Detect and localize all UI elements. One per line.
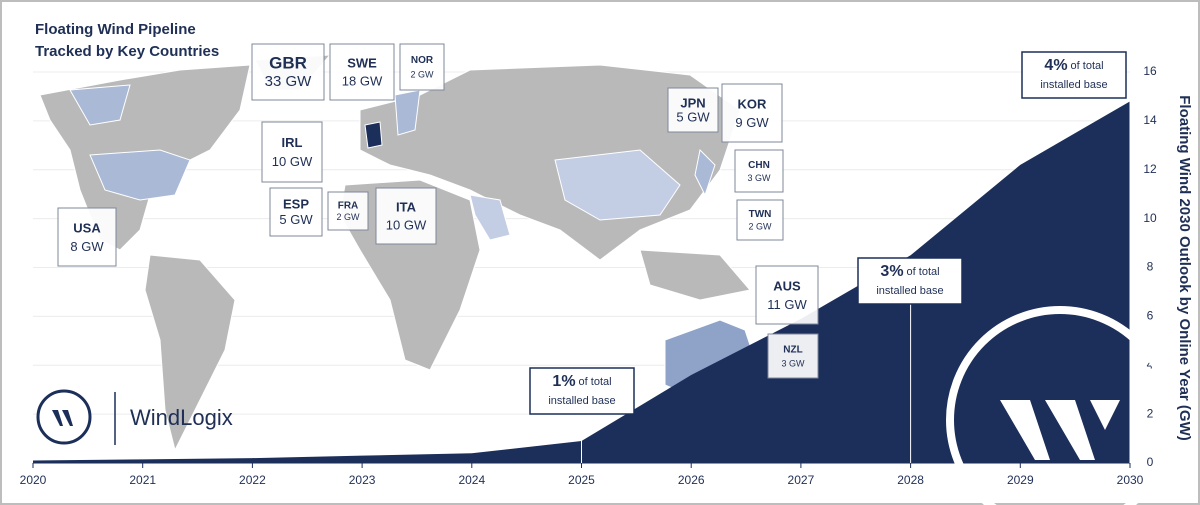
x-tick-label: 2023 (349, 473, 376, 487)
country-capacity: 3 GW (781, 358, 805, 368)
x-tick-label: 2027 (788, 473, 815, 487)
country-box (767, 333, 819, 379)
brand-logo: WindLogix (36, 389, 233, 445)
area (33, 101, 1130, 463)
x-tick-label: 2024 (458, 473, 485, 487)
x-tick-label: 2029 (1007, 473, 1034, 487)
country-code: NZL (783, 344, 802, 355)
annotation-text: of total (907, 266, 940, 278)
country-code: GBR (269, 54, 307, 73)
country-code: ESP (283, 197, 309, 212)
country-capacity: 18 GW (342, 74, 383, 89)
country-capacity: 9 GW (735, 115, 769, 130)
y-tick-label: 16 (1143, 64, 1157, 78)
annotation-box (857, 257, 963, 305)
y-tick-label: 4 (1147, 357, 1154, 371)
country-box (269, 187, 323, 237)
x-tick-label: 2026 (678, 473, 705, 487)
annotation-pct: 1% (552, 373, 575, 390)
country-box (736, 199, 784, 241)
country-capacity: 3 GW (747, 173, 771, 183)
x-tick-label: 2020 (20, 473, 47, 487)
x-tick-label: 2021 (129, 473, 156, 487)
annotation-line1: 3% of total (880, 263, 939, 280)
country-capacity: 11 GW (767, 297, 807, 312)
y-tick-label: 0 (1147, 455, 1154, 469)
country-code: NOR (411, 55, 434, 66)
country-capacity: 2 GW (410, 70, 434, 80)
country-capacity: 5 GW (676, 109, 710, 124)
annotation-box (1021, 51, 1127, 99)
country-box (327, 191, 369, 231)
country-code: USA (73, 220, 101, 235)
country-box (329, 43, 395, 101)
y-tick-label: 10 (1143, 211, 1157, 225)
country-code: JPN (680, 95, 705, 110)
country-box (261, 121, 323, 183)
country-code: IRL (282, 135, 303, 150)
country-capacity: 2 GW (336, 212, 360, 222)
y-tick-label: 2 (1147, 406, 1154, 420)
country-code: FRA (338, 200, 359, 211)
annotation-pct: 3% (880, 263, 903, 280)
country-capacity: 8 GW (70, 239, 104, 254)
country-box (721, 83, 783, 143)
annotation-line2: installed base (876, 285, 943, 297)
brand-name: WindLogix (130, 405, 233, 430)
country-code: SWE (347, 56, 377, 71)
y-tick-label: 12 (1143, 162, 1157, 176)
annotation-pct: 4% (1044, 57, 1067, 74)
country-box (734, 149, 784, 193)
y-tick-label: 6 (1147, 309, 1154, 323)
watermark-logo (946, 306, 1174, 505)
annotation-line2: installed base (548, 395, 615, 407)
country-box (667, 87, 719, 133)
chart-subtitle: Tracked by Key Countries (35, 43, 219, 60)
annotation-text: of total (579, 376, 612, 388)
country-capacity: 10 GW (272, 154, 313, 169)
country-code: CHN (748, 160, 770, 171)
y-tick-label: 14 (1143, 113, 1157, 127)
annotation-line1: 4% of total (1044, 57, 1103, 74)
country-capacity: 2 GW (748, 222, 772, 232)
annotation-box (529, 367, 635, 415)
y-axis-label: Floating Wind 2030 Outlook by Online Yea… (1176, 95, 1193, 440)
chart-title: Floating Wind Pipeline (35, 21, 196, 38)
y-tick-label: 8 (1147, 260, 1154, 274)
world-map (39, 54, 802, 452)
country-code: ITA (396, 200, 417, 215)
country-code: AUS (773, 278, 801, 293)
country-code: KOR (738, 96, 768, 111)
country-capacity: 33 GW (265, 73, 313, 90)
x-tick-label: 2025 (568, 473, 595, 487)
annotation-text: of total (1071, 60, 1104, 72)
country-box (399, 43, 445, 91)
x-tick-label: 2022 (239, 473, 266, 487)
country-capacity: 10 GW (386, 218, 427, 233)
x-tick-label: 2030 (1117, 473, 1144, 487)
country-box (251, 43, 325, 101)
annotation-line1: 1% of total (552, 373, 611, 390)
country-code: TWN (749, 209, 772, 220)
country-box (755, 265, 819, 325)
annotation-line2: installed base (1040, 79, 1107, 91)
x-tick-label: 2028 (897, 473, 924, 487)
country-capacity: 5 GW (279, 212, 313, 227)
country-box (57, 207, 117, 267)
country-box (375, 187, 437, 245)
